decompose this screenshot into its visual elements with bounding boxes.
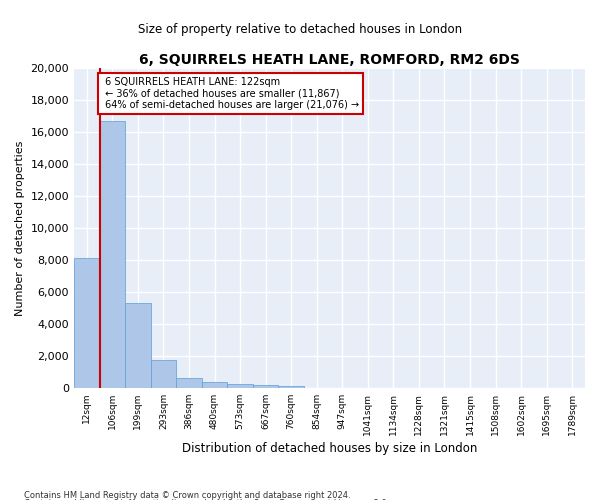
Bar bbox=[202, 382, 227, 388]
Bar bbox=[151, 360, 176, 388]
Y-axis label: Number of detached properties: Number of detached properties bbox=[15, 140, 25, 316]
Text: 6 SQUIRRELS HEATH LANE: 122sqm
 ← 36% of detached houses are smaller (11,867)
 6: 6 SQUIRRELS HEATH LANE: 122sqm ← 36% of … bbox=[101, 78, 359, 110]
Bar bbox=[100, 120, 125, 388]
Text: Size of property relative to detached houses in London: Size of property relative to detached ho… bbox=[138, 22, 462, 36]
Bar bbox=[125, 303, 151, 388]
X-axis label: Distribution of detached houses by size in London: Distribution of detached houses by size … bbox=[182, 442, 477, 455]
Bar bbox=[227, 384, 253, 388]
Title: 6, SQUIRRELS HEATH LANE, ROMFORD, RM2 6DS: 6, SQUIRRELS HEATH LANE, ROMFORD, RM2 6D… bbox=[139, 52, 520, 66]
Text: Contains HM Land Registry data © Crown copyright and database right 2024.: Contains HM Land Registry data © Crown c… bbox=[24, 490, 350, 500]
Bar bbox=[74, 258, 100, 388]
Bar bbox=[278, 386, 304, 388]
Bar bbox=[253, 385, 278, 388]
Bar bbox=[176, 378, 202, 388]
